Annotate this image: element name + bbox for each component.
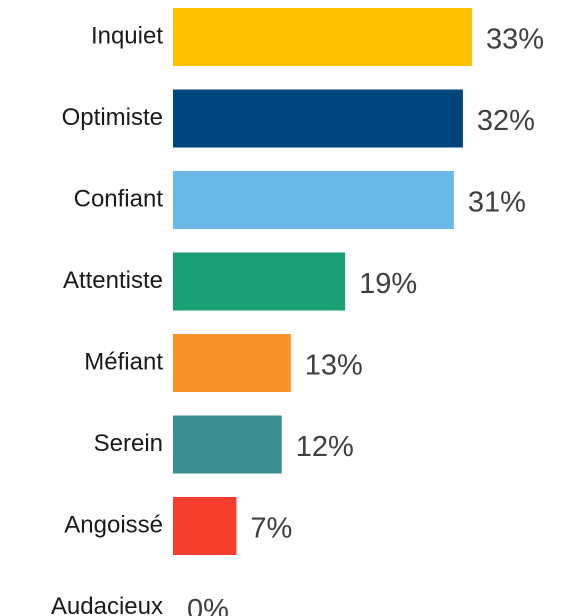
category-label: Méfiant <box>84 348 163 375</box>
value-label: 13% <box>305 350 363 382</box>
bar <box>173 415 282 474</box>
value-label: 12% <box>296 431 354 463</box>
category-label: Inquiet <box>91 22 163 49</box>
category-label: Attentiste <box>63 267 163 294</box>
category-label: Optimiste <box>62 104 163 131</box>
value-label: 19% <box>359 268 417 300</box>
category-label: Serein <box>94 430 163 457</box>
value-label: 32% <box>477 105 535 137</box>
value-label: 33% <box>486 24 544 56</box>
value-label: 7% <box>250 513 292 545</box>
value-label: 0% <box>187 594 229 616</box>
bar <box>173 497 237 555</box>
bar <box>173 252 346 311</box>
category-label: Angoissé <box>64 511 163 538</box>
bar <box>173 334 291 392</box>
value-label: 31% <box>468 187 526 219</box>
category-label: Audacieux <box>51 593 163 616</box>
bar <box>173 8 472 66</box>
bar <box>173 89 463 148</box>
category-label: Confiant <box>74 185 164 212</box>
bar <box>173 171 454 229</box>
